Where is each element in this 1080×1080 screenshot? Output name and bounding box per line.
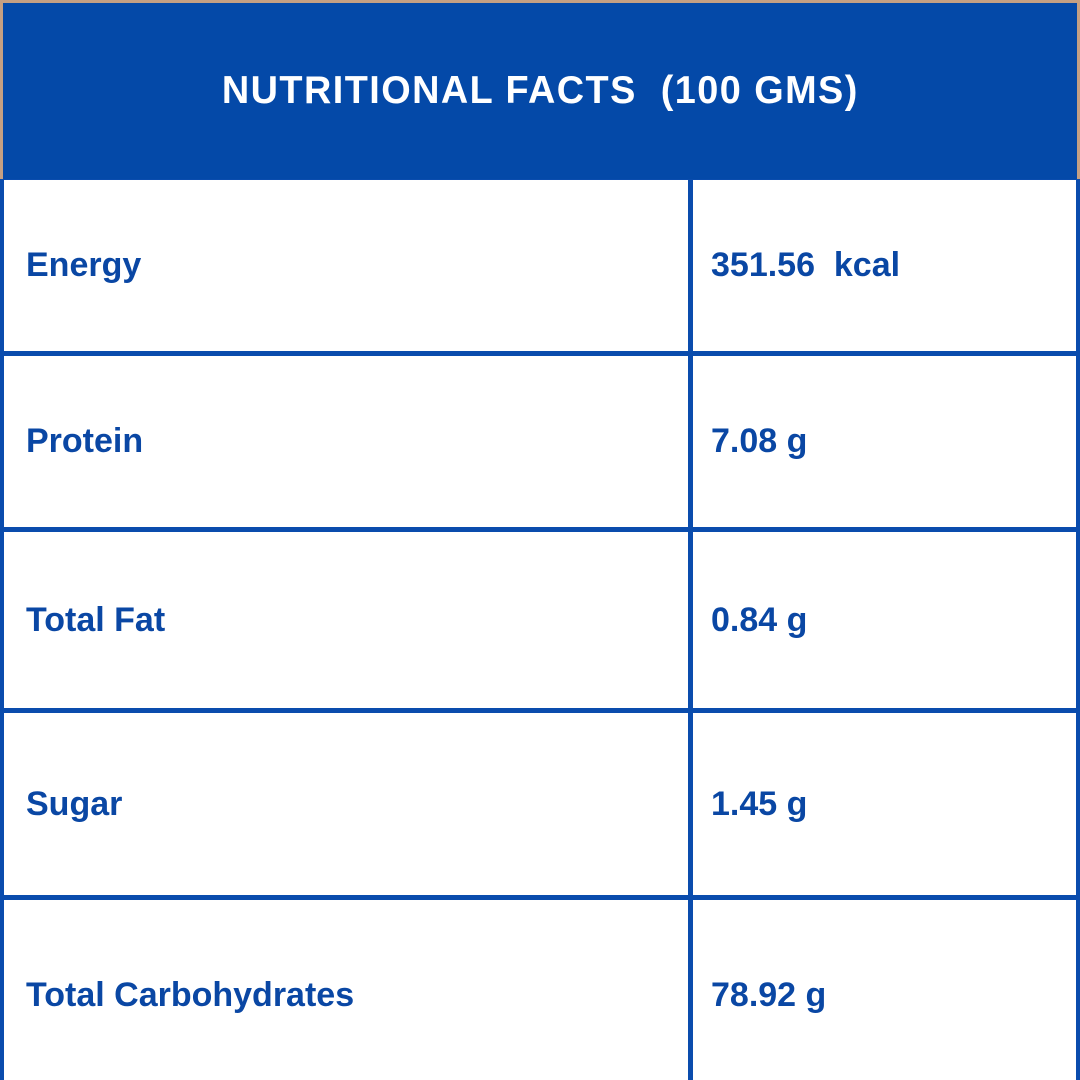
nutrition-table: Energy 351.56 kcal Protein 7.08 g Total …	[0, 179, 1080, 1080]
page-title: NUTRITIONAL FACTS (100 GMS)	[221, 69, 859, 112]
row-label-total-fat: Total Fat	[4, 532, 693, 708]
row-value-sugar: 1.45 g	[711, 784, 808, 823]
table-row-sugar: Sugar 1.45 g	[4, 713, 1076, 900]
row-value-protein: 7.08 g	[711, 422, 808, 460]
table-row-protein: Protein 7.08 g	[4, 356, 1076, 532]
header-frame: NUTRITIONAL FACTS (100 GMS)	[0, 0, 1080, 179]
table-row-total-carbohydrates: Total Carbohydrates 78.92 g	[4, 900, 1076, 1080]
header-banner: NUTRITIONAL FACTS (100 GMS)	[3, 3, 1077, 179]
row-label-sugar: Sugar	[4, 713, 693, 895]
table-row-total-fat: Total Fat 0.84 g	[4, 532, 1076, 713]
table-row-energy: Energy 351.56 kcal	[4, 180, 1076, 356]
row-value-energy: 351.56 kcal	[711, 246, 901, 284]
row-label-protein: Protein	[4, 356, 693, 527]
row-value-total-carbohydrates: 78.92 g	[711, 975, 827, 1014]
row-label-total-carbohydrates: Total Carbohydrates	[4, 900, 693, 1080]
row-value-total-fat: 0.84 g	[711, 600, 808, 639]
row-label-energy: Energy	[4, 180, 693, 351]
